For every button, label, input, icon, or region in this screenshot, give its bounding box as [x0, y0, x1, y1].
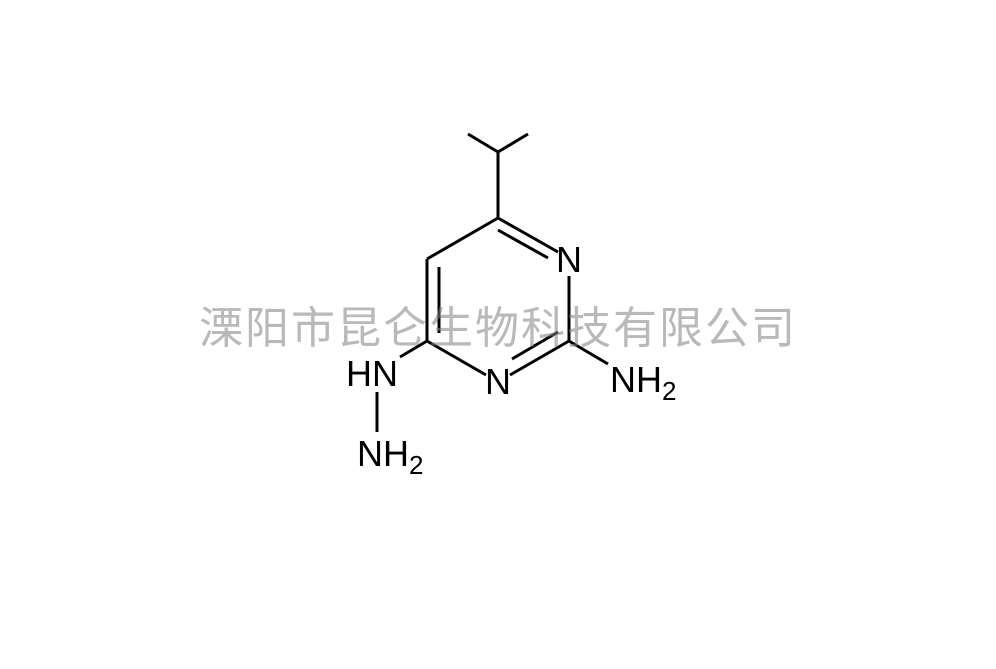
hn-label: HN: [346, 353, 398, 394]
nh2-bottom-label: NH2: [357, 433, 423, 480]
nh2-right-bond: [569, 341, 608, 364]
methyl-tick2: [498, 134, 528, 152]
ring-n1-label: N: [556, 239, 582, 280]
ring-n3-label: N: [485, 361, 511, 402]
nh2-right-label: NH2: [610, 359, 676, 406]
hn-left-bond: [400, 341, 427, 357]
structure-canvas: N N HN NH2 NH2 溧阳市昆仑生物科技有限公司: [0, 0, 996, 664]
methyl-tick1: [468, 134, 498, 152]
pyrimidine-ring: [427, 218, 569, 375]
